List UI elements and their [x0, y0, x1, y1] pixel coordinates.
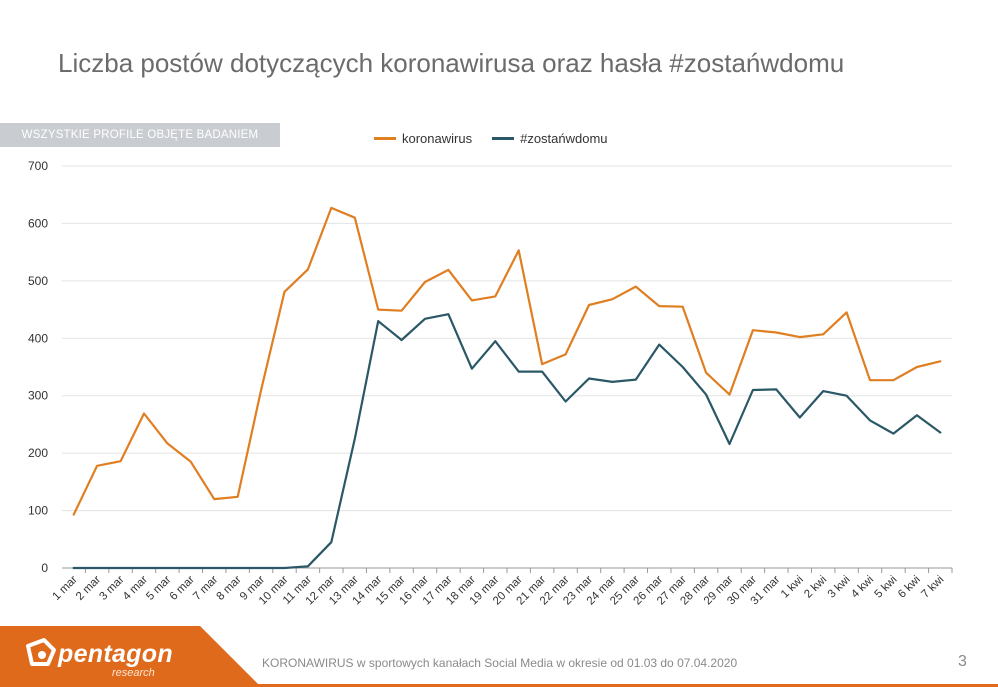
x-tick-label: 5 kwi [873, 574, 900, 601]
x-tick-label: 1 mar [51, 574, 80, 603]
x-tick-label: 2 kwi [802, 574, 829, 601]
scope-badge: WSZYSTKIE PROFILE OBJĘTE BADANIEM [0, 123, 280, 147]
logo-banner [0, 626, 258, 684]
x-tick-label: 6 mar [168, 574, 197, 603]
series-line-koronawirus [72, 206, 942, 516]
x-tick-label: 6 kwi [896, 574, 923, 601]
y-tick-label-200: 200 [28, 446, 48, 460]
chart-legend: koronawirus #zostańwdomu [374, 131, 608, 146]
page-number: 3 [958, 653, 967, 670]
y-tick-label-500: 500 [28, 274, 48, 288]
x-tick-label: 1 kwi [779, 574, 806, 601]
legend-label-zostanwdomu: #zostańwdomu [520, 131, 608, 146]
legend-swatch-zostanwdomu [492, 137, 515, 140]
x-tick-label: 2 mar [74, 574, 103, 603]
series-line-zostanwdomu [72, 313, 942, 570]
x-tick-label: 3 kwi [826, 574, 853, 601]
x-tick-label: 7 kwi [919, 574, 946, 601]
x-tick-label: 4 kwi [849, 574, 876, 601]
legend-label-koronawirus: koronawirus [402, 131, 473, 146]
y-tick-label-100: 100 [28, 504, 48, 518]
x-tick-label: 8 mar [215, 574, 244, 603]
logo-subtitle: research [112, 667, 155, 679]
legend-item-koronawirus: koronawirus [374, 131, 472, 146]
page-title: Liczba postów dotyczących koronawirusa o… [58, 48, 845, 78]
y-tick-label-600: 600 [28, 216, 48, 230]
footer-caption: KORONAWIRUS w sportowych kanałach Social… [262, 656, 738, 670]
logo-wordmark: pentagon [58, 640, 173, 668]
legend-item-zostanwdomu: #zostańwdomu [492, 131, 608, 146]
x-tick-label: 4 mar [121, 574, 150, 603]
y-tick-label-700: 700 [28, 159, 48, 173]
x-tick-label: 7 mar [191, 574, 220, 603]
footer-accent-bar [0, 684, 998, 687]
y-tick-label-300: 300 [28, 389, 48, 403]
y-tick-label-0: 0 [41, 561, 48, 575]
x-tick-label: 3 mar [97, 574, 126, 603]
y-tick-label-400: 400 [28, 331, 48, 345]
pentagon-logo-icon [26, 638, 56, 666]
legend-swatch-koronawirus [374, 137, 396, 140]
x-tick-label: 5 mar [144, 574, 173, 603]
